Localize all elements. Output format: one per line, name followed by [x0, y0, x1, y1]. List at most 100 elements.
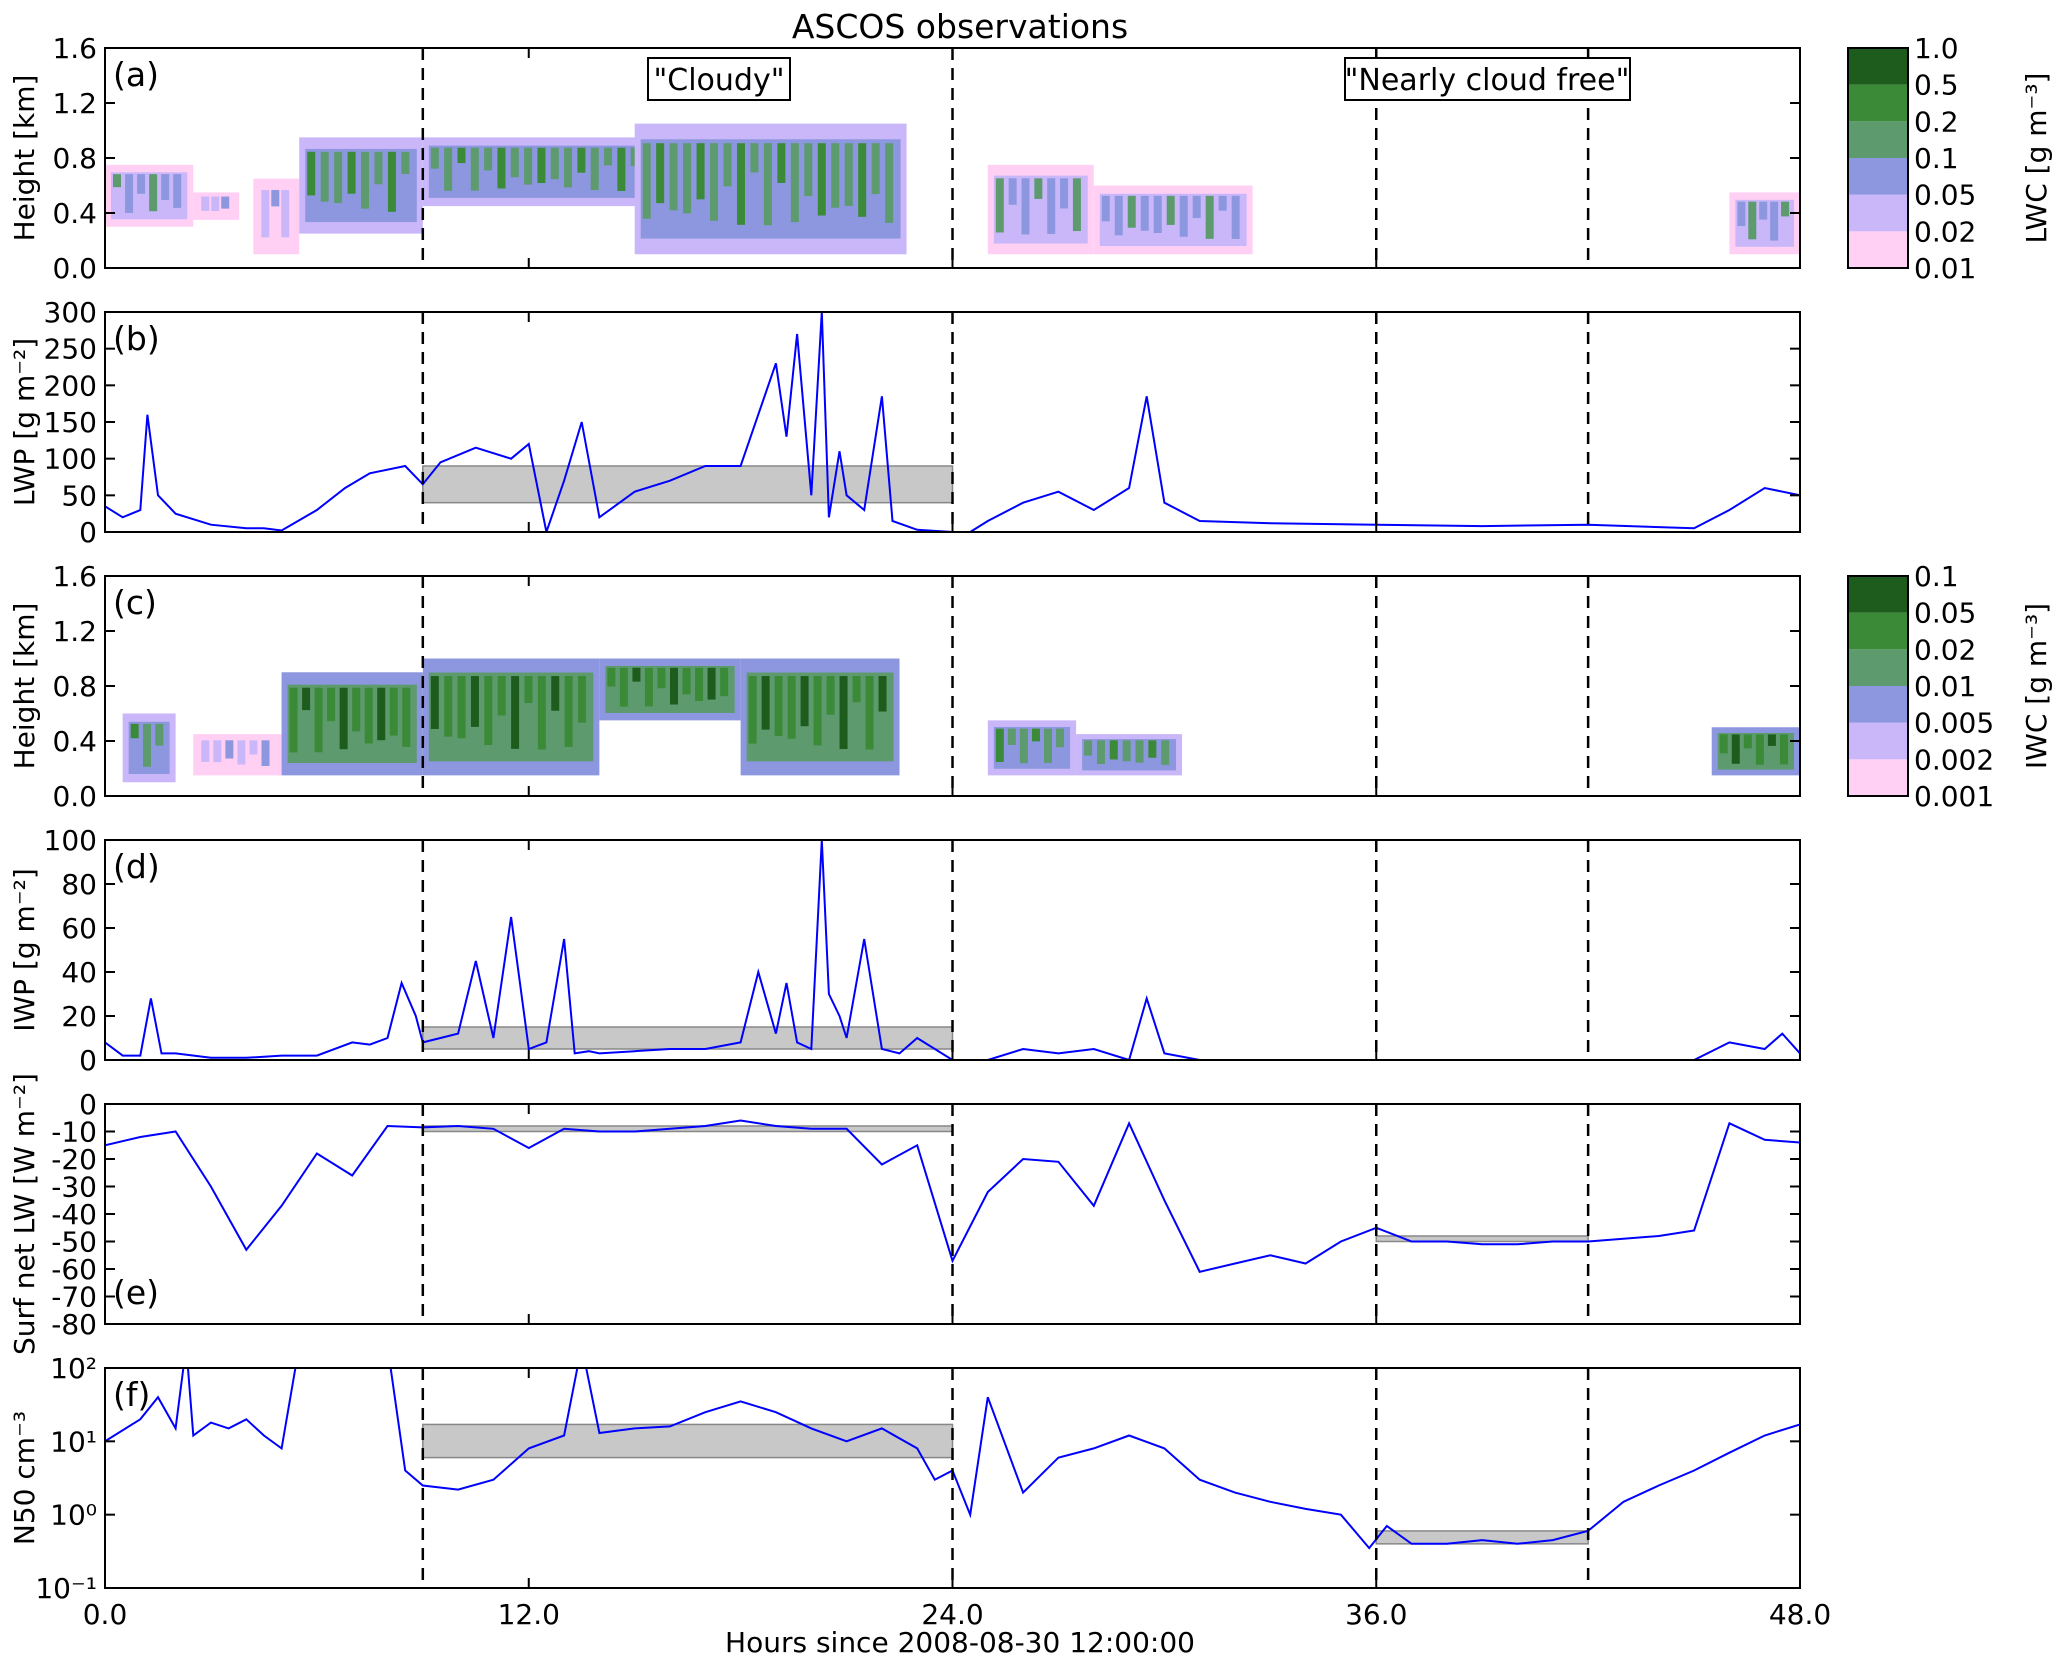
- cloud-cell: [281, 189, 290, 238]
- cloud-cell: [113, 174, 121, 188]
- mean-band: [422, 465, 954, 504]
- cloud-cell: [682, 667, 691, 695]
- cloud-cell: [670, 667, 678, 705]
- cloud-cell: [249, 740, 258, 755]
- cloud-cell: [142, 723, 151, 767]
- cloud-cell: [865, 676, 874, 750]
- cloud-cell: [1779, 734, 1788, 765]
- annotation-clear: "Nearly cloud free": [1345, 63, 1630, 98]
- colorbar-swatch: [1848, 649, 1908, 686]
- cloud-cell: [444, 676, 453, 737]
- annotation-box-cloudy: [647, 57, 791, 101]
- cloud-cell: [748, 676, 757, 744]
- cloud-cell: [1056, 728, 1065, 748]
- colorbar-frame: [1847, 575, 1909, 797]
- cloud-cell: [484, 676, 493, 746]
- cloud-cell: [1759, 201, 1768, 220]
- y-tick-label: 0: [79, 1044, 97, 1077]
- y-axis-label: IWP [g m⁻²]: [8, 868, 41, 1032]
- cloud-cell: [1135, 740, 1144, 763]
- cloud-cell: [161, 174, 170, 200]
- cloud-cell: [1231, 195, 1240, 239]
- cloud-cell: [1096, 740, 1105, 764]
- y-tick-label: 50: [61, 479, 97, 512]
- colorbar-tick-label: 0.05: [1914, 597, 1976, 630]
- colorbar-tick-label: 0.02: [1914, 215, 1976, 248]
- cloud-cell: [774, 676, 783, 737]
- cloud-cell: [237, 740, 246, 765]
- cloud-cell: [537, 676, 546, 750]
- cloud-cell: [852, 676, 861, 703]
- colorbar-label: IWC [g m⁻³]: [2020, 603, 2053, 769]
- cloud-cell: [817, 143, 826, 216]
- cloud-cell: [617, 147, 626, 191]
- cloud-cell: [1021, 178, 1030, 235]
- cloud-cell: [632, 667, 641, 682]
- cloud-cell: [763, 143, 772, 226]
- panel-letter: (f): [113, 1375, 150, 1414]
- cloud-cell: [787, 676, 796, 739]
- cloud-cell: [201, 196, 210, 211]
- colorbar-tick-label: 1.0: [1914, 32, 1959, 65]
- cloud-cell: [1127, 195, 1136, 228]
- y-tick-label: -20: [51, 1143, 97, 1176]
- cloud-cell: [720, 667, 729, 697]
- cloud-cell: [813, 676, 822, 746]
- cloud-cell: [1205, 195, 1214, 239]
- y-tick-label: 10⁻¹: [35, 1572, 97, 1605]
- y-tick-label: -80: [51, 1308, 97, 1341]
- cloud-cell: [577, 676, 586, 723]
- cloud-cell: [334, 151, 343, 204]
- cloud-cell: [347, 151, 356, 194]
- y-tick-label: 40: [61, 956, 97, 989]
- y-tick-label: 200: [44, 369, 97, 402]
- cloud-cell: [225, 740, 234, 759]
- x-tick-label: 0.0: [83, 1598, 128, 1631]
- y-tick-label: 20: [61, 1000, 97, 1033]
- panel-letter: (a): [113, 55, 159, 94]
- cloud-cell: [604, 147, 613, 166]
- cloud-cell: [1743, 734, 1752, 749]
- cloud-cell: [1719, 734, 1728, 754]
- mean-band: [422, 1026, 954, 1050]
- cloud-cell: [1084, 740, 1093, 756]
- cloud-cell: [564, 676, 573, 747]
- y-tick-label: 0.4: [52, 197, 97, 230]
- cloud-cell: [484, 147, 493, 171]
- colorbar-tick-label: 0.1: [1914, 560, 1959, 593]
- cloud-cell: [878, 676, 887, 712]
- y-tick-label: 0.8: [52, 142, 97, 175]
- panel-a: 0.0 0.4 0.8 1.2 1.6 Height [km] (a) 0.01 0.020.0…: [8, 32, 2053, 285]
- colorbar-swatch: [1848, 48, 1908, 85]
- cloud-cell: [1140, 195, 1149, 231]
- cloud-cell: [444, 147, 453, 191]
- y-tick-label: 100: [44, 443, 97, 476]
- cloud-cell: [470, 676, 479, 727]
- x-tick-label: 12.0: [498, 1598, 560, 1631]
- cloud-cell: [377, 687, 386, 741]
- cloud-cell: [1007, 728, 1016, 745]
- cloud-cell: [644, 667, 653, 707]
- y-axis-label: N50 cm⁻³: [8, 1411, 41, 1545]
- colorbar-swatch: [1848, 576, 1908, 613]
- x-axis-label: Hours since 2008-08-30 12:00:00: [725, 1626, 1195, 1659]
- y-tick-label: -10: [51, 1116, 97, 1149]
- cloud-cell: [401, 151, 410, 175]
- cloud-cell: [524, 676, 533, 704]
- y-axis-label: LWP [g m⁻²]: [8, 338, 41, 506]
- cloud-cell: [761, 676, 770, 730]
- cloud-cell: [1166, 195, 1175, 225]
- cloud-cell: [858, 143, 867, 217]
- cloud-cell: [261, 740, 270, 766]
- y-tick-label: 0: [79, 516, 97, 549]
- cloud-cell: [402, 687, 411, 747]
- cloud-cell: [497, 676, 506, 716]
- cloud-cell: [352, 687, 361, 732]
- plot-area: [105, 123, 1800, 255]
- colorbar-swatch: [1848, 194, 1908, 232]
- cloud-cell: [457, 676, 466, 739]
- panel-letter: (e): [113, 1273, 159, 1312]
- mean-band: [422, 1423, 954, 1459]
- cloud-cell: [261, 189, 270, 238]
